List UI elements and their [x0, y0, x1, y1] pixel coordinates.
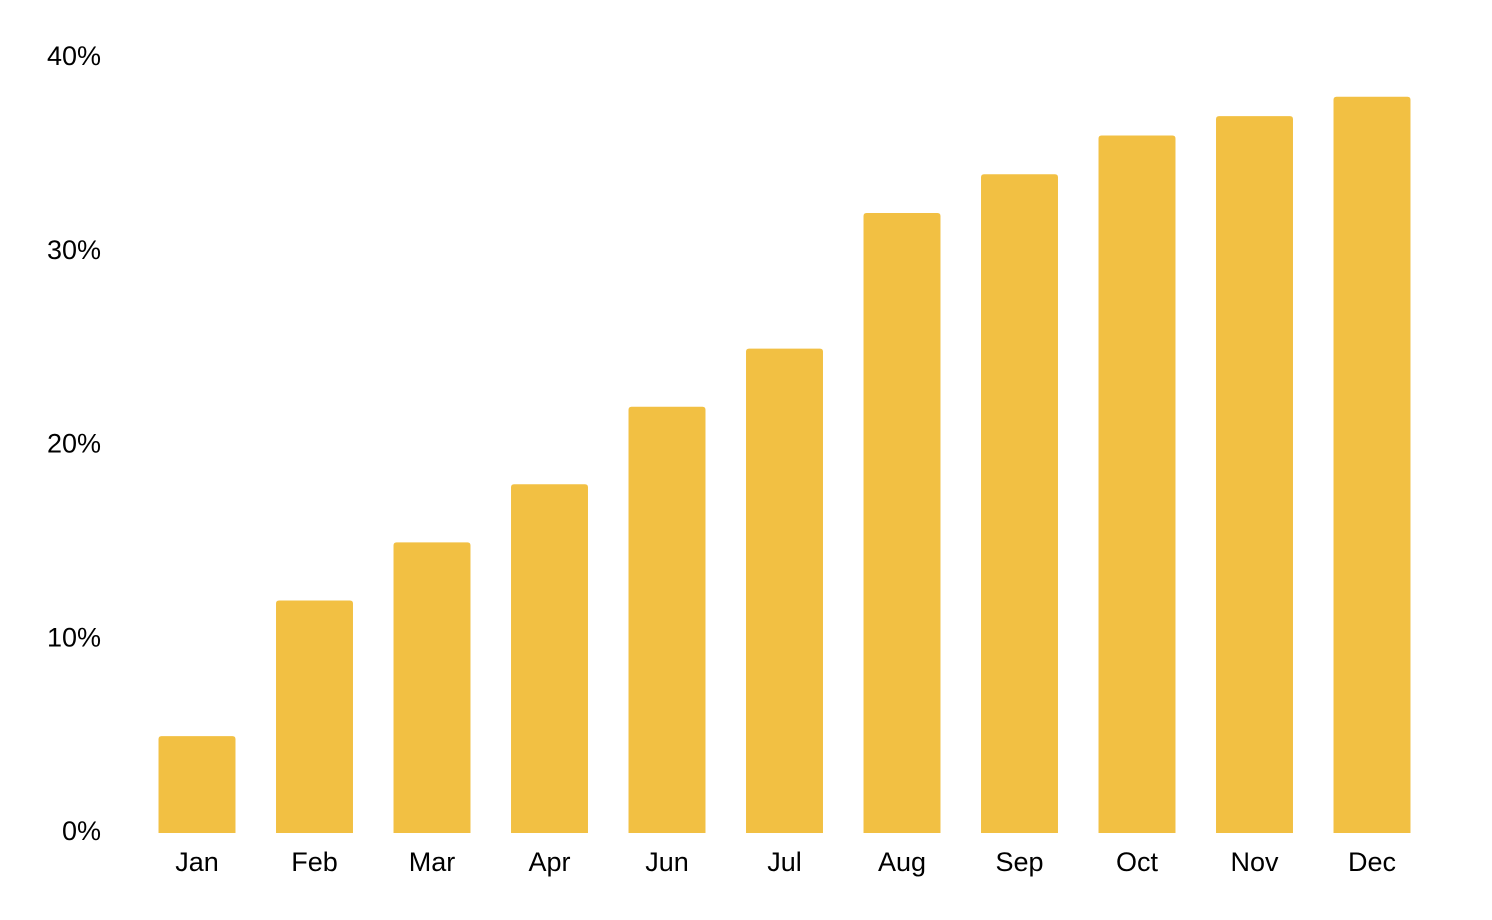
x-tick-label: Jun: [645, 847, 689, 877]
bar: [511, 484, 588, 833]
x-tick-label: Aug: [878, 847, 926, 877]
x-tick-label: Nov: [1230, 847, 1279, 877]
y-tick-label: 40%: [47, 41, 101, 71]
y-tick-label: 30%: [47, 235, 101, 265]
x-tick-label: Oct: [1116, 847, 1159, 877]
x-tick-label: Dec: [1348, 847, 1396, 877]
y-tick-label: 20%: [47, 429, 101, 459]
bar: [1216, 116, 1293, 833]
bar: [158, 736, 236, 833]
y-tick-label: 10%: [47, 622, 101, 652]
bar: [863, 213, 941, 833]
bar: [393, 542, 471, 833]
y-tick-label: 0%: [62, 816, 101, 846]
bar: [628, 406, 706, 833]
bar: [981, 174, 1058, 833]
bar: [746, 348, 823, 833]
x-tick-label: Jul: [767, 847, 802, 877]
x-tick-label: Jan: [175, 847, 219, 877]
bar: [1098, 135, 1176, 833]
bar: [1333, 96, 1411, 833]
x-tick-label: Apr: [528, 847, 570, 877]
bar: [276, 600, 353, 833]
x-tick-label: Mar: [409, 847, 456, 877]
x-tick-label: Feb: [291, 847, 338, 877]
x-tick-label: Sep: [995, 847, 1043, 877]
